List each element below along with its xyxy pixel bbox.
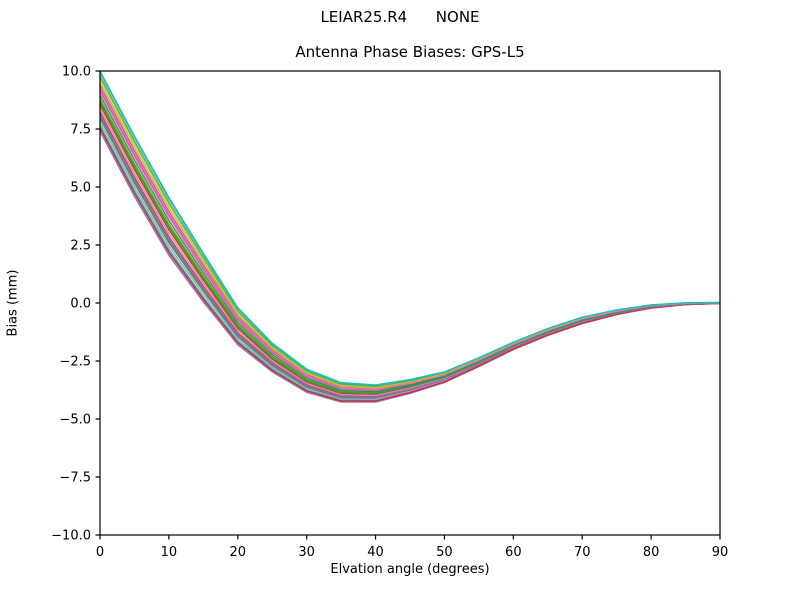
x-tick-label: 60 — [505, 545, 522, 560]
bias-curve — [99, 71, 721, 386]
x-tick-label: 50 — [436, 545, 453, 560]
y-tick-label: −2.5 — [59, 355, 91, 370]
y-tick-label: −5.0 — [59, 413, 91, 428]
y-tick-label: −10.0 — [51, 529, 91, 544]
x-tick-label: 90 — [712, 545, 729, 560]
axes-title: Antenna Phase Biases: GPS-L5 — [295, 43, 525, 61]
bias-curve — [99, 87, 721, 391]
y-tick-label: 10.0 — [62, 65, 91, 80]
plot-frame — [99, 70, 721, 536]
y-tick-label: 5.0 — [70, 181, 91, 196]
x-tick-label: 20 — [230, 545, 247, 560]
bias-curve — [99, 100, 721, 395]
y-tick-label: 7.5 — [70, 123, 91, 138]
bias-curves — [99, 70, 721, 403]
y-tick-label: 0.0 — [70, 297, 91, 312]
x-tick-label: 80 — [643, 545, 660, 560]
x-tick-label: 40 — [367, 545, 384, 560]
figure-suptitle: LEIAR25.R4 NONE — [320, 8, 480, 26]
y-tick-label: 2.5 — [70, 239, 91, 254]
bias-curve — [99, 114, 721, 399]
bias-curve — [99, 127, 721, 402]
y-tick-label: −7.5 — [59, 471, 91, 486]
y-axis-label: Bias (mm) — [5, 269, 21, 337]
x-tick-label: 10 — [161, 545, 178, 560]
bias-curve — [99, 75, 721, 388]
bias-curve — [99, 70, 721, 386]
bias-curve — [99, 77, 721, 388]
bias-curve — [99, 130, 721, 403]
x-axis-label: Elvation angle (degrees) — [330, 562, 490, 577]
x-tick-label: 70 — [574, 545, 591, 560]
x-tick-label: 0 — [96, 545, 104, 560]
x-tick-label: 30 — [298, 545, 315, 560]
bias-curve — [99, 81, 721, 389]
